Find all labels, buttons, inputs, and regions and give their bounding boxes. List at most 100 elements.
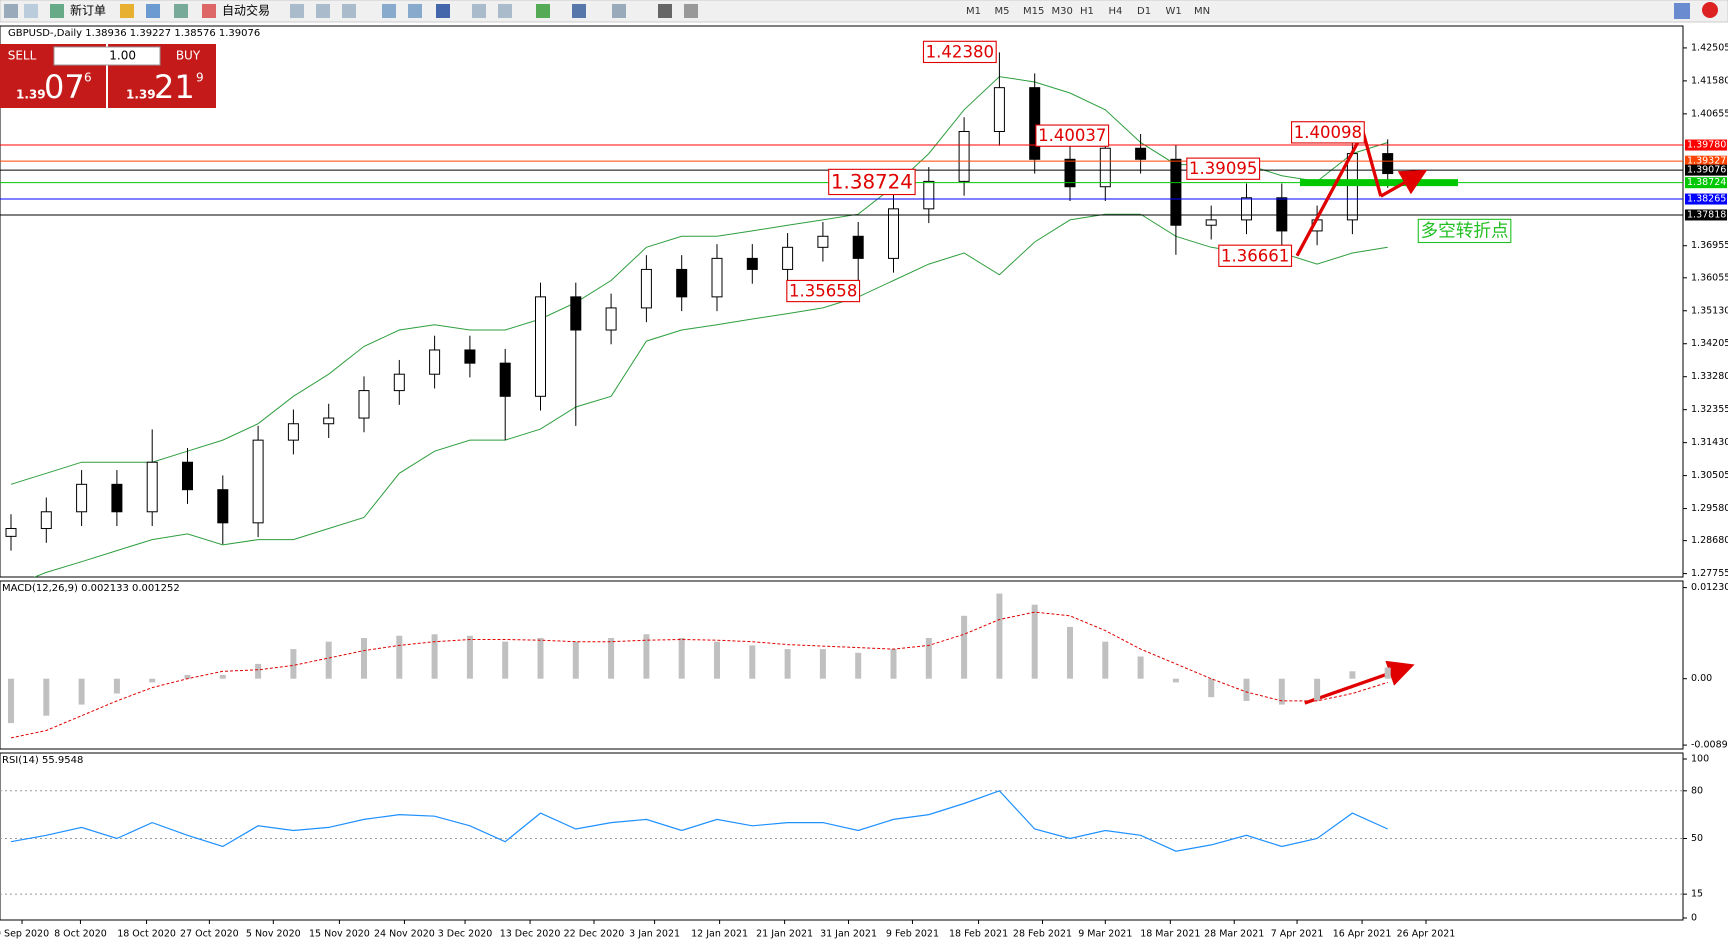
icon[interactable] — [498, 4, 512, 18]
lots-input[interactable] — [53, 46, 161, 66]
timeframe[interactable]: D1 — [1137, 6, 1151, 17]
timeframe[interactable]: MN — [1194, 6, 1210, 17]
y-tick-label: 1.41580 — [1691, 75, 1728, 86]
y-tick-label: 1.28680 — [1691, 535, 1728, 546]
rsi-line — [10, 790, 1388, 852]
search[interactable] — [1674, 3, 1690, 19]
price-label-box — [1685, 177, 1727, 189]
macd-bar — [1067, 626, 1073, 679]
icon[interactable] — [4, 4, 18, 18]
crosshair[interactable] — [684, 4, 698, 18]
candle-body — [852, 235, 864, 259]
icon[interactable] — [290, 4, 304, 18]
axes: 1.42505 1.41580 1.40655 1.36955 1.36055 1.351… — [1683, 42, 1728, 924]
candle-body — [958, 130, 970, 182]
candle-body — [1029, 87, 1041, 160]
drawn-arrow — [1304, 660, 1415, 705]
icon[interactable] — [436, 4, 450, 18]
auto-trading-icon[interactable] — [202, 4, 216, 18]
timeframe[interactable]: H1 — [1080, 6, 1094, 17]
x-tick-label: 12 Jan 2021 — [691, 929, 748, 940]
y-tick-label: 1.34205 — [1691, 338, 1728, 349]
candle-body — [252, 439, 264, 524]
rsi-title: RSI(14) 55.9548 — [2, 755, 83, 766]
timeframe[interactable]: M1 — [966, 6, 981, 17]
x-tick-label: 16 Apr 2021 — [1333, 929, 1392, 940]
price-label: 1.39780 — [1687, 140, 1726, 151]
notification[interactable] — [1702, 2, 1718, 18]
icon[interactable] — [612, 4, 626, 18]
x-tick-label: 18 Mar 2021 — [1140, 929, 1200, 940]
annotation-text: 1.35658 — [789, 282, 857, 301]
macd-bar — [925, 637, 932, 679]
candle-body — [499, 362, 511, 397]
buy-button[interactable]: BUY — [176, 49, 201, 63]
y-tick-label: 1.32355 — [1691, 404, 1728, 415]
annotation-box — [828, 168, 916, 196]
timeframe[interactable]: M15 — [1023, 6, 1044, 17]
macd-panel — [0, 580, 1684, 750]
macd-bar — [1243, 678, 1250, 701]
x-tick-label: 21 Jan 2021 — [756, 929, 813, 940]
price-label: 1.38265 — [1687, 194, 1726, 205]
annotation: 1.40098 — [1290, 121, 1365, 144]
annotation-text: 1.39095 — [1189, 159, 1257, 178]
macd-bar — [466, 635, 473, 679]
annotation-text: 1.36661 — [1221, 246, 1289, 265]
candle-body — [535, 296, 546, 397]
new-order[interactable]: 新订单 — [70, 3, 106, 18]
candle-body — [782, 246, 794, 270]
icon[interactable] — [24, 4, 38, 18]
macd-bar — [961, 615, 968, 679]
macd-bar — [149, 678, 156, 683]
y-tick-label: 1.33280 — [1691, 371, 1728, 382]
macd-bar — [714, 641, 720, 679]
icon[interactable] — [146, 4, 160, 18]
macd-bar — [78, 678, 85, 705]
auto-trading[interactable]: 自动交易 — [222, 3, 270, 18]
icon[interactable] — [120, 4, 134, 18]
x-tick-label: 31 Jan 2021 — [820, 929, 877, 940]
timeframe[interactable]: M30 — [1052, 6, 1073, 17]
rsi-panel — [0, 752, 1684, 921]
icon[interactable] — [174, 4, 188, 18]
candle-body — [605, 307, 617, 331]
candle-body — [146, 461, 158, 513]
macd-bar — [1384, 667, 1391, 679]
timeframe[interactable]: M5 — [995, 6, 1010, 17]
macd-bar — [1137, 656, 1144, 679]
timeframes: M1 M5 M15 M30 H1 H4 D1 W1 MN — [966, 6, 1210, 17]
annotation-box — [1035, 124, 1110, 147]
y-tick-label: -0.008971 — [1691, 740, 1728, 751]
x-tick-label: 3 Dec 2020 — [438, 929, 493, 940]
zoom-in[interactable] — [382, 4, 396, 18]
annotation-text: 1.40037 — [1038, 126, 1106, 145]
main-title: GBPUSD-,Daily 1.38936 1.39227 1.38576 1.… — [8, 28, 260, 39]
icon[interactable] — [572, 4, 586, 18]
icon[interactable] — [316, 4, 330, 18]
x-tick-label: 27 Oct 2020 — [180, 929, 239, 940]
candle-body — [993, 87, 1005, 132]
sell-button[interactable]: SELL — [8, 49, 37, 63]
new-order-icon[interactable] — [50, 4, 64, 18]
candle-body — [1170, 158, 1182, 226]
candle-body — [217, 489, 229, 524]
timeframe[interactable]: H4 — [1109, 6, 1123, 17]
cursor[interactable] — [658, 4, 672, 18]
zoom-out[interactable] — [408, 4, 422, 18]
annotation: 1.35658 — [786, 279, 861, 303]
price-label-box — [1685, 193, 1727, 205]
icon[interactable] — [536, 4, 550, 18]
icon[interactable] — [472, 4, 486, 18]
lots[interactable]: 1.00 — [109, 49, 136, 63]
y-tick-label: 0.012306 — [1691, 582, 1728, 593]
y-tick-label: 1.27755 — [1691, 568, 1728, 579]
bollinger-band — [10, 76, 1388, 485]
icon[interactable] — [342, 4, 356, 18]
candle-body — [1276, 197, 1288, 232]
macd-bar — [643, 634, 650, 679]
timeframe[interactable]: W1 — [1166, 6, 1182, 17]
annotation: 1.39095 — [1186, 157, 1261, 180]
y-tick-label: 100 — [1691, 754, 1709, 765]
